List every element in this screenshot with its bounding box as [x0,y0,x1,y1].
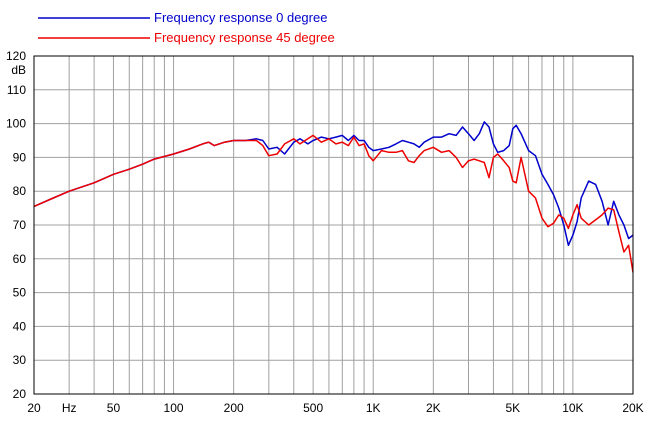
legend: Frequency response 0 degree Frequency res… [38,10,335,45]
y-tick-label: 40 [13,319,27,333]
x-tick-label: 2K [426,401,441,415]
y-tick-label: 60 [13,252,27,266]
legend-label: Frequency response 45 degree [154,30,335,45]
x-tick-label: 20 [27,401,41,415]
series-line-45-degree [33,134,634,273]
x-tick-label: 100 [164,401,184,415]
x-tick-label: 5K [505,401,520,415]
x-axis-ticks: 20 Hz 50 100 200 500 1K 2K 5K 10K 20K [27,401,643,415]
x-tick-label: 200 [224,401,244,415]
y-axis-label: dB [11,63,26,77]
y-tick-label: 20 [13,387,27,401]
y-tick-label: 80 [13,184,27,198]
x-tick-label: 20K [622,401,643,415]
x-tick-label: Hz [62,401,77,415]
x-tick-label: 10K [562,401,583,415]
y-tick-label: 70 [13,218,27,232]
x-tick-label: 1K [366,401,381,415]
series-lines [33,121,634,273]
x-tick-label: 500 [303,401,323,415]
x-tick-label: 50 [107,401,121,415]
legend-label: Frequency response 0 degree [154,10,327,25]
series-line-0-degree [33,121,634,247]
y-tick-label: 30 [13,353,27,367]
y-axis-ticks: 120 110 100 90 80 70 60 50 40 30 20 [6,49,26,401]
grid [33,55,634,395]
y-tick-label: 110 [7,83,26,97]
y-tick-label: 100 [6,117,26,131]
y-tick-label: 120 [6,49,26,63]
plot-area-frame [33,55,634,395]
y-tick-label: 50 [13,286,27,300]
y-tick-label: 90 [13,150,27,164]
